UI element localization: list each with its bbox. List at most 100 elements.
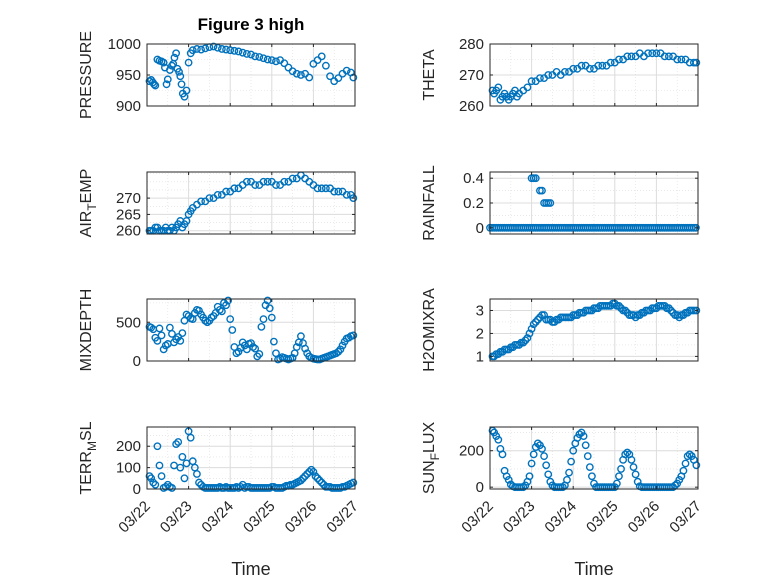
x-axis-label-right: Time xyxy=(574,559,613,579)
data-point xyxy=(635,311,644,319)
data-point xyxy=(257,322,266,331)
y-axis-label: H2OMIXRA xyxy=(421,288,438,372)
data-point xyxy=(621,450,630,459)
data-point xyxy=(159,58,168,67)
data-point xyxy=(182,86,191,95)
y-axis-label: TERRMSL xyxy=(78,421,99,494)
data-point xyxy=(174,438,183,446)
data-point xyxy=(299,474,307,483)
data-point xyxy=(226,315,235,324)
data-point xyxy=(297,71,305,79)
data-point xyxy=(677,55,686,64)
data-point xyxy=(184,58,193,67)
data-point xyxy=(583,452,592,461)
data-point xyxy=(563,475,571,484)
data-point xyxy=(336,345,345,354)
data-point xyxy=(213,43,222,52)
y-tick-label: 1000 xyxy=(108,36,141,53)
data-point xyxy=(533,439,542,448)
data-point xyxy=(338,341,347,350)
subplot-h2omixra: 1 2 3 H2OMIXRA xyxy=(421,288,701,372)
data-point xyxy=(272,57,280,66)
y-axis-label-rest: EMP xyxy=(78,169,95,204)
y-tick-label: 270 xyxy=(116,190,141,207)
data-point xyxy=(615,301,623,310)
data-point xyxy=(664,304,673,313)
data-point xyxy=(234,347,243,356)
data-point xyxy=(494,435,503,444)
data-point xyxy=(644,49,652,58)
data-point xyxy=(292,343,301,351)
data-point xyxy=(224,296,233,305)
data-point xyxy=(195,306,203,315)
data-point xyxy=(531,174,540,183)
data-point xyxy=(149,478,158,487)
data-point xyxy=(272,181,280,189)
y-axis-label-main: THETA xyxy=(421,49,438,101)
y-tick-label: 950 xyxy=(116,67,141,84)
y-axis-label-subscript: F xyxy=(428,453,442,460)
data-point xyxy=(213,190,222,199)
data-point xyxy=(679,466,688,475)
data-point xyxy=(673,55,682,64)
data-point xyxy=(263,177,272,186)
data-point xyxy=(217,307,226,316)
data-point xyxy=(575,430,584,439)
data-point xyxy=(342,190,351,199)
data-point xyxy=(581,441,590,450)
data-point xyxy=(494,350,503,359)
series-markers xyxy=(145,296,358,364)
data-point xyxy=(498,450,507,459)
data-point xyxy=(162,80,171,89)
data-point xyxy=(527,77,536,86)
data-point xyxy=(629,463,638,472)
data-point xyxy=(334,187,343,196)
data-point xyxy=(334,347,343,356)
data-point xyxy=(242,177,251,186)
data-point xyxy=(288,174,297,183)
data-point xyxy=(627,52,636,61)
y-axis-label: MIXDEPTH xyxy=(78,289,95,372)
y-tick-label: 0 xyxy=(133,353,141,370)
data-point xyxy=(612,479,621,488)
data-point xyxy=(617,465,625,473)
data-point xyxy=(159,345,168,354)
figure-title: Figure 3 high xyxy=(198,15,305,34)
data-point xyxy=(151,480,160,489)
data-point xyxy=(301,344,309,353)
data-point xyxy=(538,444,546,453)
data-point xyxy=(197,197,205,206)
data-point xyxy=(689,58,698,67)
data-point xyxy=(531,318,540,326)
data-point xyxy=(292,69,301,78)
data-point xyxy=(606,58,615,67)
data-point xyxy=(617,304,625,313)
data-point xyxy=(220,298,228,307)
data-point xyxy=(155,461,164,470)
data-point xyxy=(533,315,542,324)
data-point xyxy=(615,55,623,64)
data-point xyxy=(504,475,513,484)
data-point xyxy=(222,45,230,54)
data-point xyxy=(259,177,268,186)
data-point xyxy=(247,50,255,59)
data-point xyxy=(550,318,559,326)
data-point xyxy=(174,333,183,341)
data-point xyxy=(523,83,532,92)
data-point xyxy=(519,483,528,492)
data-point xyxy=(652,49,661,58)
series-markers xyxy=(488,426,701,492)
data-point xyxy=(675,313,684,322)
data-point xyxy=(297,476,305,485)
data-point xyxy=(664,52,673,61)
data-point xyxy=(267,313,276,322)
axes-box xyxy=(146,171,356,235)
subplot-theta: 260 270 280 THETA xyxy=(421,36,701,115)
y-axis-label-main: TERR xyxy=(78,451,95,495)
data-point xyxy=(153,442,162,451)
data-point xyxy=(317,478,326,487)
data-point xyxy=(172,440,181,449)
data-point xyxy=(311,472,320,481)
data-point xyxy=(253,352,262,361)
